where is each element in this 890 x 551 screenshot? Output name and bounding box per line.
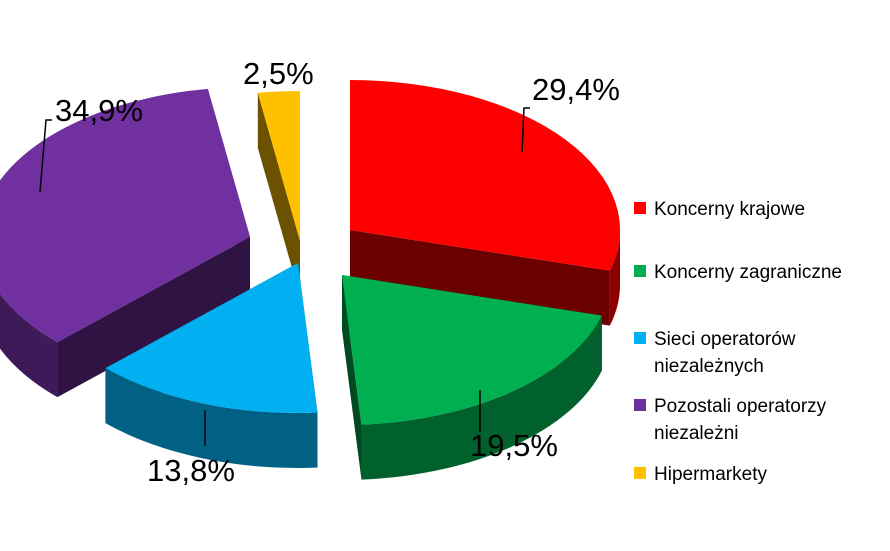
- legend-swatch: [634, 202, 646, 214]
- leader-line: [39, 119, 52, 193]
- legend-swatch: [634, 265, 646, 277]
- legend-label: Sieci operatorów niezależnych: [654, 329, 796, 377]
- legend-item-koncerny-krajowe: Koncerny krajowe: [634, 196, 874, 223]
- data-label-hipermarkety: 2,5%: [243, 56, 314, 91]
- leader-line: [521, 107, 530, 153]
- slice-pozostali-operatorzy: [0, 88, 250, 343]
- legend-item-sieci-operatorow: Sieci operatorów niezależnych: [634, 326, 874, 380]
- legend-label: Hipermarkety: [654, 464, 767, 485]
- slice-koncerny-krajowe: [350, 80, 620, 271]
- legend-item-koncerny-zagraniczne: Koncerny zagraniczne: [634, 259, 874, 286]
- data-label-pozostali-operatorzy: 34,9%: [55, 93, 143, 128]
- slice-sieci-operatorow: [105, 263, 318, 413]
- data-label-koncerny-krajowe: 29,4%: [532, 72, 620, 107]
- slice-rim-pozostali-operatorzy: [0, 293, 58, 398]
- legend-label: Koncerny krajowe: [654, 199, 806, 220]
- slice-rim-koncerny-krajowe: [609, 230, 620, 326]
- data-label-koncerny-zagraniczne: 19,5%: [470, 428, 558, 463]
- legend-swatch: [634, 399, 646, 411]
- legend-item-pozostali-operatorzy: Pozostali operatorzy niezależni: [634, 393, 874, 447]
- slice-tops: [0, 80, 620, 425]
- slice-rim-koncerny-zagraniczne: [361, 315, 602, 480]
- slice-side-face-hipermarkety: [257, 92, 300, 296]
- slice-koncerny-zagraniczne: [342, 275, 602, 425]
- legend-swatch: [634, 467, 646, 479]
- slice-hipermarkety: [257, 91, 300, 241]
- data-label-sieci-operatorow: 13,8%: [147, 453, 235, 488]
- leader-lines: [39, 107, 530, 446]
- legend-swatch: [634, 332, 646, 344]
- legend-label: Koncerny zagraniczne: [654, 262, 842, 283]
- slice-side-face-koncerny-krajowe: [350, 230, 610, 326]
- slice-rim-sieci-operatorow: [105, 368, 318, 468]
- slice-side-face-koncerny-zagraniczne: [342, 275, 362, 480]
- legend-item-hipermarkety: Hipermarkety: [634, 461, 874, 488]
- data-labels: 29,4% 19,5% 13,8% 34,9% 2,5%: [55, 56, 620, 488]
- legend-label: Pozostali operatorzy niezależni: [654, 396, 827, 444]
- slice-side-face-pozostali-operatorzy: [57, 237, 251, 398]
